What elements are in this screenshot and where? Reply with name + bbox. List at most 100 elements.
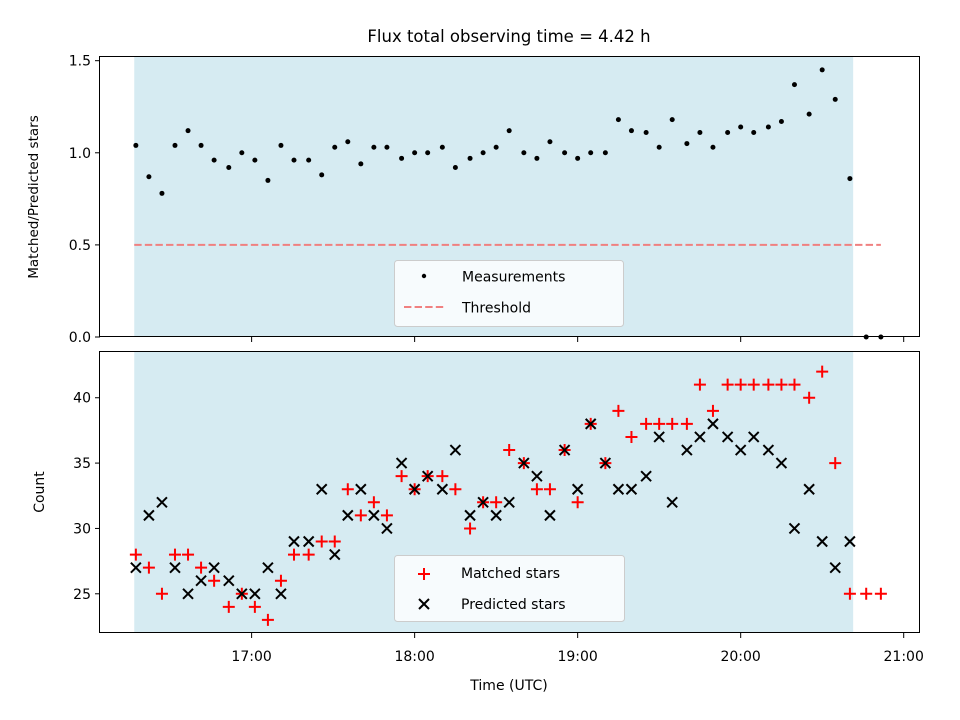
predicted-star-point	[721, 431, 734, 443]
measurement-point	[399, 155, 405, 161]
matched-star-point	[274, 574, 287, 587]
matched-star-point	[449, 483, 462, 496]
predicted-star-point	[236, 588, 248, 600]
measurement-point	[211, 157, 217, 163]
measurement-point	[506, 128, 512, 134]
predicted-star-point	[262, 561, 274, 574]
x-tick-label: 17:00	[231, 649, 271, 665]
predicted-star-point	[381, 522, 393, 535]
legend-measurements-label: Measurements	[462, 270, 565, 286]
predicted-star-point	[844, 535, 856, 548]
predicted-star-point	[316, 483, 328, 495]
predicted-star-point	[368, 509, 380, 522]
matched-star-point	[302, 548, 315, 561]
predicted-star-point	[436, 483, 449, 495]
predicted-star-point	[544, 509, 556, 522]
matched-star-point	[680, 417, 693, 430]
measurement-point	[534, 155, 540, 161]
matched-star-point	[762, 378, 775, 391]
bottom-y-tick-label: 40	[73, 391, 91, 407]
matched-star-point	[666, 417, 679, 430]
predicted-star-point	[130, 561, 142, 574]
predicted-star-point	[342, 509, 354, 522]
predicted-star-point	[653, 431, 665, 443]
measurement-point	[547, 139, 553, 145]
matched-star-point	[625, 430, 638, 443]
bottom-legend-box	[394, 555, 625, 622]
predicted-star-point	[223, 575, 235, 587]
matched-star-point	[287, 548, 300, 561]
measurement-point	[588, 150, 594, 156]
measurement-point	[172, 142, 178, 148]
measurement-point	[710, 144, 716, 150]
measurement-point	[133, 142, 139, 148]
matched-star-point	[640, 417, 653, 430]
measurement-point	[656, 144, 662, 150]
measurement-point	[467, 155, 473, 161]
matched-star-point	[354, 509, 367, 522]
x-tick-label: 18:00	[394, 649, 434, 665]
matched-star-point	[860, 587, 873, 600]
measurement-point	[493, 144, 499, 150]
measurement-point	[602, 150, 608, 156]
predicted-star-point	[421, 470, 434, 482]
matched-star-point	[395, 470, 408, 483]
top-legend-box	[394, 260, 624, 327]
measurement-point	[371, 144, 377, 150]
predicted-star-point	[449, 444, 462, 456]
predicted-star-point	[788, 522, 801, 535]
top-axes-frame	[99, 56, 920, 337]
measurement-point	[319, 172, 325, 178]
matched-star-point	[734, 378, 747, 391]
bottom-y-tick-label: 25	[73, 587, 91, 603]
measurement-point	[847, 176, 853, 182]
legend-measurements-marker	[421, 273, 427, 279]
predicted-star-point	[531, 470, 543, 482]
bottom-panel: 25 30 35 40 17:00 18:00 19:00 20:00 21:00 Time …	[32, 351, 924, 694]
predicted-star-point	[329, 548, 341, 561]
measurement-point	[384, 144, 390, 150]
measurement-point	[226, 165, 232, 171]
matched-star-point	[874, 587, 887, 600]
bottom-y-tick-label: 30	[73, 521, 91, 537]
legend-predicted-marker	[418, 598, 430, 610]
predicted-star-point	[464, 509, 476, 522]
predicted-star-point	[169, 561, 181, 574]
predicted-star-point	[612, 483, 625, 495]
measurement-point	[358, 161, 364, 167]
predicted-star-point	[208, 561, 220, 574]
matched-star-point	[530, 483, 543, 496]
matched-star-point	[380, 509, 393, 522]
predicted-star-point	[762, 444, 775, 456]
matched-star-point	[543, 483, 556, 496]
measurement-point	[751, 130, 757, 136]
x-tick-label: 20:00	[720, 649, 760, 665]
predicted-star-point	[748, 431, 760, 443]
matched-star-point	[721, 378, 734, 391]
top-y-tick-label: 1.0	[69, 146, 91, 162]
top-y-axis-label: Matched/Predicted stars	[26, 115, 42, 278]
predicted-star-point	[571, 483, 584, 495]
predicted-star-point	[734, 444, 747, 456]
matched-star-point	[436, 470, 449, 483]
matched-star-point	[222, 600, 235, 613]
matched-star-point	[503, 444, 516, 457]
x-axis-label: Time (UTC)	[469, 678, 547, 694]
matched-star-point	[747, 378, 760, 391]
measurement-point	[185, 128, 191, 134]
measurement-point	[278, 142, 284, 148]
matched-star-point	[775, 378, 788, 391]
measurement-point	[291, 157, 297, 163]
matched-star-point	[693, 378, 706, 391]
matched-star-point	[571, 496, 584, 509]
matched-star-point	[612, 404, 625, 417]
measurement-point	[819, 67, 825, 73]
predicted-star-point	[584, 418, 597, 430]
legend-matched-label: Matched stars	[461, 566, 560, 582]
measurement-point	[265, 177, 271, 183]
matched-star-point	[155, 587, 168, 600]
top-legend: Measurements Threshold	[394, 260, 624, 327]
measurement-point	[198, 142, 204, 148]
x-tick-label: 21:00	[884, 649, 924, 665]
measurement-point	[765, 124, 771, 130]
